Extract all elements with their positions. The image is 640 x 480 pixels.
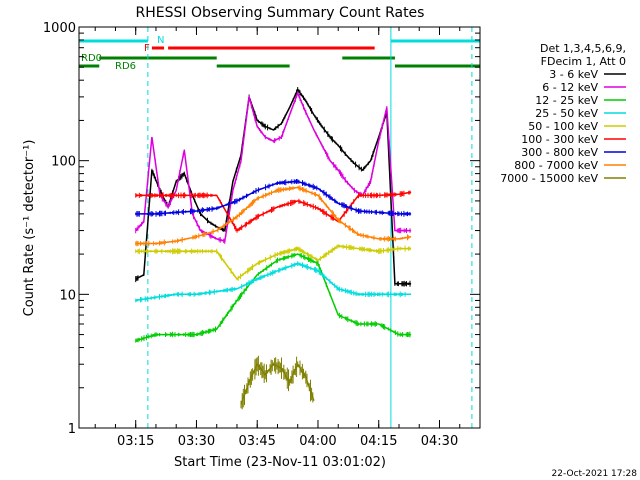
legend-header: Det 1,3,4,5,6,9, — [540, 42, 626, 55]
x-tick-label: 04:00 — [299, 434, 336, 449]
count-rate-chart: RHESSI Observing Summary Count Rates NFR… — [0, 0, 640, 480]
y-tick-label: 100 — [51, 155, 76, 170]
legend-label: 7000 - 15000 keV — [500, 172, 598, 185]
chart-background — [0, 0, 640, 480]
legend-label: 12 - 25 keV — [535, 94, 598, 107]
flag-label-n: N — [157, 35, 164, 46]
x-tick-label: 04:30 — [421, 434, 458, 449]
x-tick-label: 04:15 — [360, 434, 397, 449]
legend-label: 50 - 100 keV — [528, 120, 598, 133]
y-axis-label: Count Rate (s⁻¹ detector⁻¹) — [22, 140, 37, 317]
x-tick-label: 03:30 — [178, 434, 215, 449]
flag-label-f: F — [144, 43, 150, 54]
chart-title: RHESSI Observing Summary Count Rates — [136, 5, 425, 21]
legend-label: 800 - 7000 keV — [514, 159, 598, 172]
x-axis-label: Start Time (23-Nov-11 03:01:02) — [174, 455, 386, 470]
x-tick-label: 03:15 — [117, 434, 154, 449]
legend-label: 100 - 300 keV — [521, 133, 598, 146]
y-tick-label: 1000 — [43, 21, 76, 36]
legend-label: 3 - 6 keV — [549, 68, 598, 81]
footer-timestamp: 22-Oct-2021 17:28 — [552, 469, 638, 479]
x-tick-label: 03:45 — [238, 434, 275, 449]
legend-header: FDecim 1, Att 0 — [541, 55, 626, 68]
legend-label: 300 - 800 keV — [521, 146, 598, 159]
flag-label-rd0: RD0 — [81, 53, 102, 64]
y-tick-label: 10 — [59, 288, 76, 303]
legend-label: 25 - 50 keV — [535, 107, 598, 120]
y-tick-label: 1 — [68, 422, 76, 437]
flag-label-rd6: RD6 — [115, 61, 136, 72]
legend-label: 6 - 12 keV — [542, 81, 598, 94]
